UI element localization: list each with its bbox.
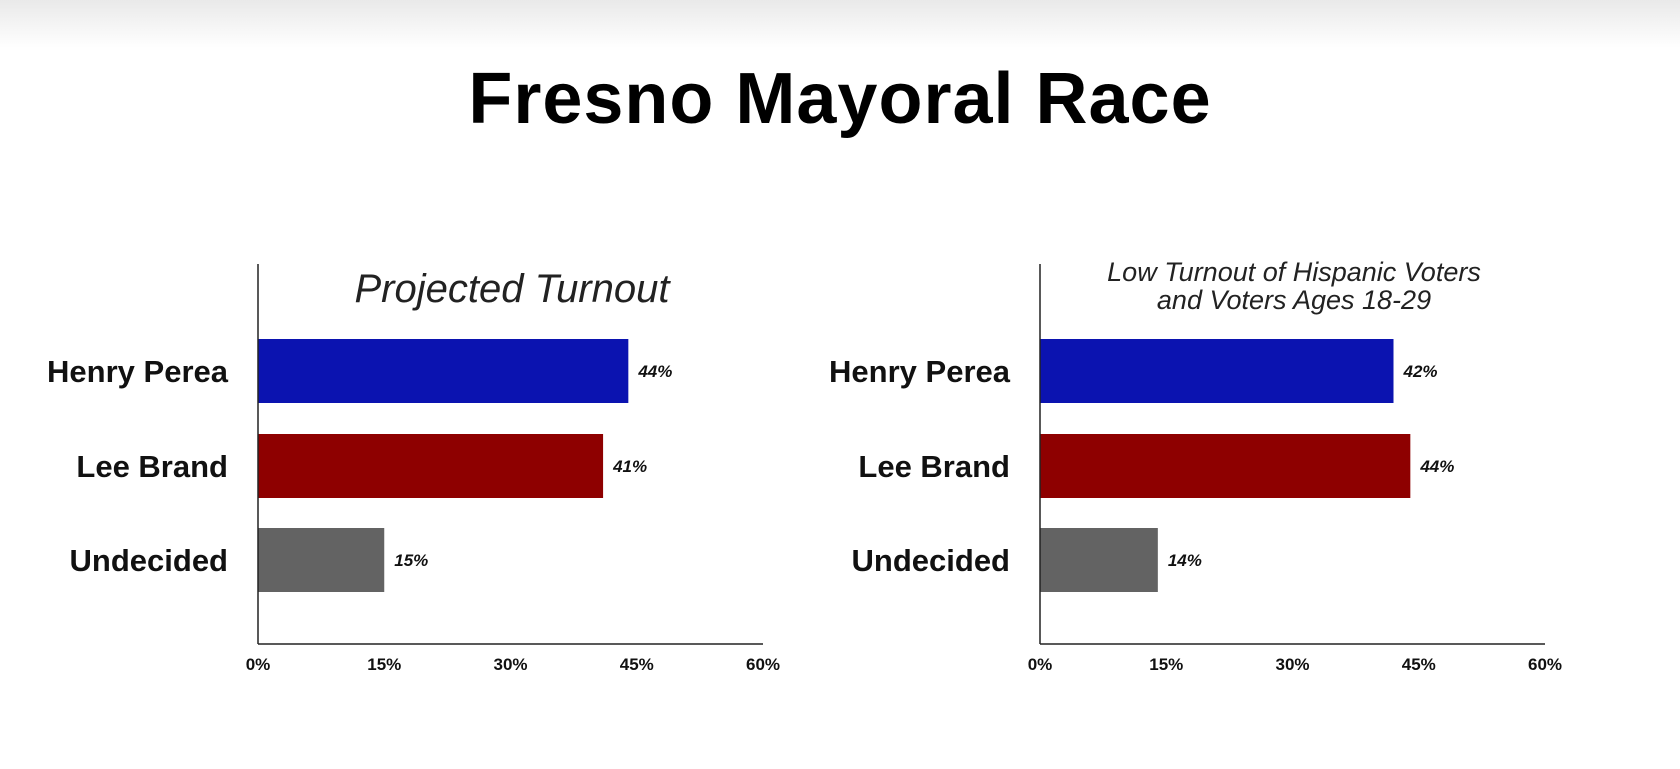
category-label-undecided: Undecided: [852, 543, 1010, 578]
x-tick-label: 30%: [1275, 655, 1309, 674]
x-tick-label: 15%: [1149, 655, 1183, 674]
value-label-lee-brand: 41%: [612, 457, 647, 476]
value-label-undecided: 15%: [394, 551, 428, 570]
chart-title: Low Turnout of Hispanic Voters and Voters…: [1107, 257, 1481, 315]
chart-title-line: Projected Turnout: [355, 267, 672, 311]
x-tick-label: 30%: [493, 655, 527, 674]
bar-undecided: [258, 528, 385, 592]
chart-title: Projected Turnout: [355, 267, 672, 311]
bar-henry-perea: [258, 339, 629, 403]
page-title: Fresno Mayoral Race: [468, 59, 1212, 139]
value-label-lee-brand: 44%: [1419, 457, 1454, 476]
category-label-lee-brand: Lee Brand: [858, 449, 1010, 484]
x-tick-label: 45%: [620, 655, 654, 674]
chart-title-line: and Voters Ages 18-29: [1157, 285, 1431, 315]
value-label-henry-perea: 42%: [1403, 362, 1438, 381]
value-label-henry-perea: 44%: [637, 362, 672, 381]
x-tick-label: 0%: [1028, 655, 1053, 674]
x-tick-label: 45%: [1402, 655, 1436, 674]
bar-lee-brand: [258, 434, 604, 498]
x-tick-label: 0%: [246, 655, 271, 674]
bar-lee-brand: [1040, 434, 1411, 498]
bar-undecided: [1040, 528, 1158, 592]
chart-low-turnout: Low Turnout of Hispanic Voters and Voters…: [829, 257, 1562, 674]
chart-title-line: Low Turnout of Hispanic Voters: [1107, 257, 1481, 287]
category-label-lee-brand: Lee Brand: [76, 449, 228, 484]
category-label-undecided: Undecided: [70, 543, 228, 578]
x-tick-label: 60%: [1528, 655, 1562, 674]
x-tick-label: 60%: [746, 655, 780, 674]
bar-henry-perea: [1040, 339, 1394, 403]
value-label-undecided: 14%: [1168, 551, 1202, 570]
category-label-henry-perea: Henry Perea: [47, 354, 229, 389]
chart-projected-turnout: Projected Turnout Henry Perea 44% Lee Brand…: [47, 264, 780, 674]
category-label-henry-perea: Henry Perea: [829, 354, 1011, 389]
x-tick-label: 15%: [367, 655, 401, 674]
top-gradient-bar: [0, 0, 1680, 48]
